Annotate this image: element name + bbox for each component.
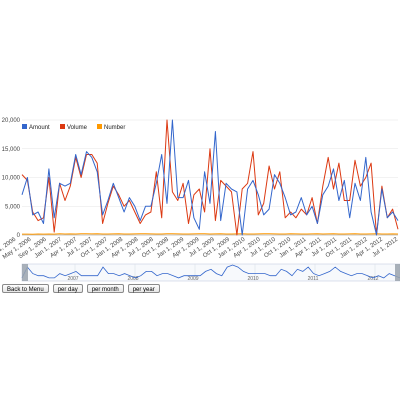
navigator-tick-label: 2009 (187, 276, 198, 282)
y-tick-label: 15,000 (2, 147, 21, 153)
navigator-line (21, 264, 400, 279)
y-tick-label: 10,000 (2, 176, 21, 182)
y-axis-ticks: 0 5,000 10,000 15,000 20,000 (2, 118, 21, 239)
navigator-left-handle[interactable] (22, 264, 28, 281)
navigator-tick-label: 2007 (67, 276, 78, 282)
series-lines (21, 119, 399, 236)
navigator-tick-label: 2012 (367, 276, 378, 282)
per-month-button[interactable]: per month (86, 284, 124, 293)
control-bar: Back to Menu per day per month per year (2, 284, 160, 293)
y-tick-label: 20,000 (2, 118, 21, 124)
series-line-amount (21, 119, 399, 236)
line-chart: 0 5,000 10,000 15,000 20,000 Jan 1, 2006May … (0, 118, 400, 282)
navigator-ticks: 2007 2008 2009 2010 2011 2012 (67, 264, 379, 282)
legend-label-volume: Volume (67, 125, 88, 131)
legend-swatch-number (97, 124, 102, 129)
navigator-tick-label: 2010 (247, 276, 258, 282)
grid-lines (22, 119, 398, 236)
back-to-menu-button[interactable]: Back to Menu (2, 284, 49, 293)
legend-swatch-volume (60, 124, 65, 129)
y-tick-label: 5,000 (5, 204, 21, 210)
chart-container: 0 5,000 10,000 15,000 20,000 Jan 1, 2006May … (0, 118, 400, 282)
navigator-right-handle[interactable] (395, 264, 400, 281)
navigator-tick-label: 2008 (127, 276, 138, 282)
navigator-series-line (21, 264, 400, 279)
navigator-tick-label: 2011 (308, 276, 319, 282)
per-year-button[interactable]: per year (127, 284, 160, 293)
per-day-button[interactable]: per day (52, 284, 83, 293)
legend-label-number: Number (104, 125, 125, 131)
y-tick-label: 0 (17, 233, 21, 239)
legend-label-amount: Amount (29, 125, 50, 131)
chart-legend: Amount Volume Number (22, 124, 125, 131)
range-navigator[interactable]: 2007 2008 2009 2010 2011 2012 (21, 263, 400, 282)
legend-swatch-amount (22, 124, 27, 129)
